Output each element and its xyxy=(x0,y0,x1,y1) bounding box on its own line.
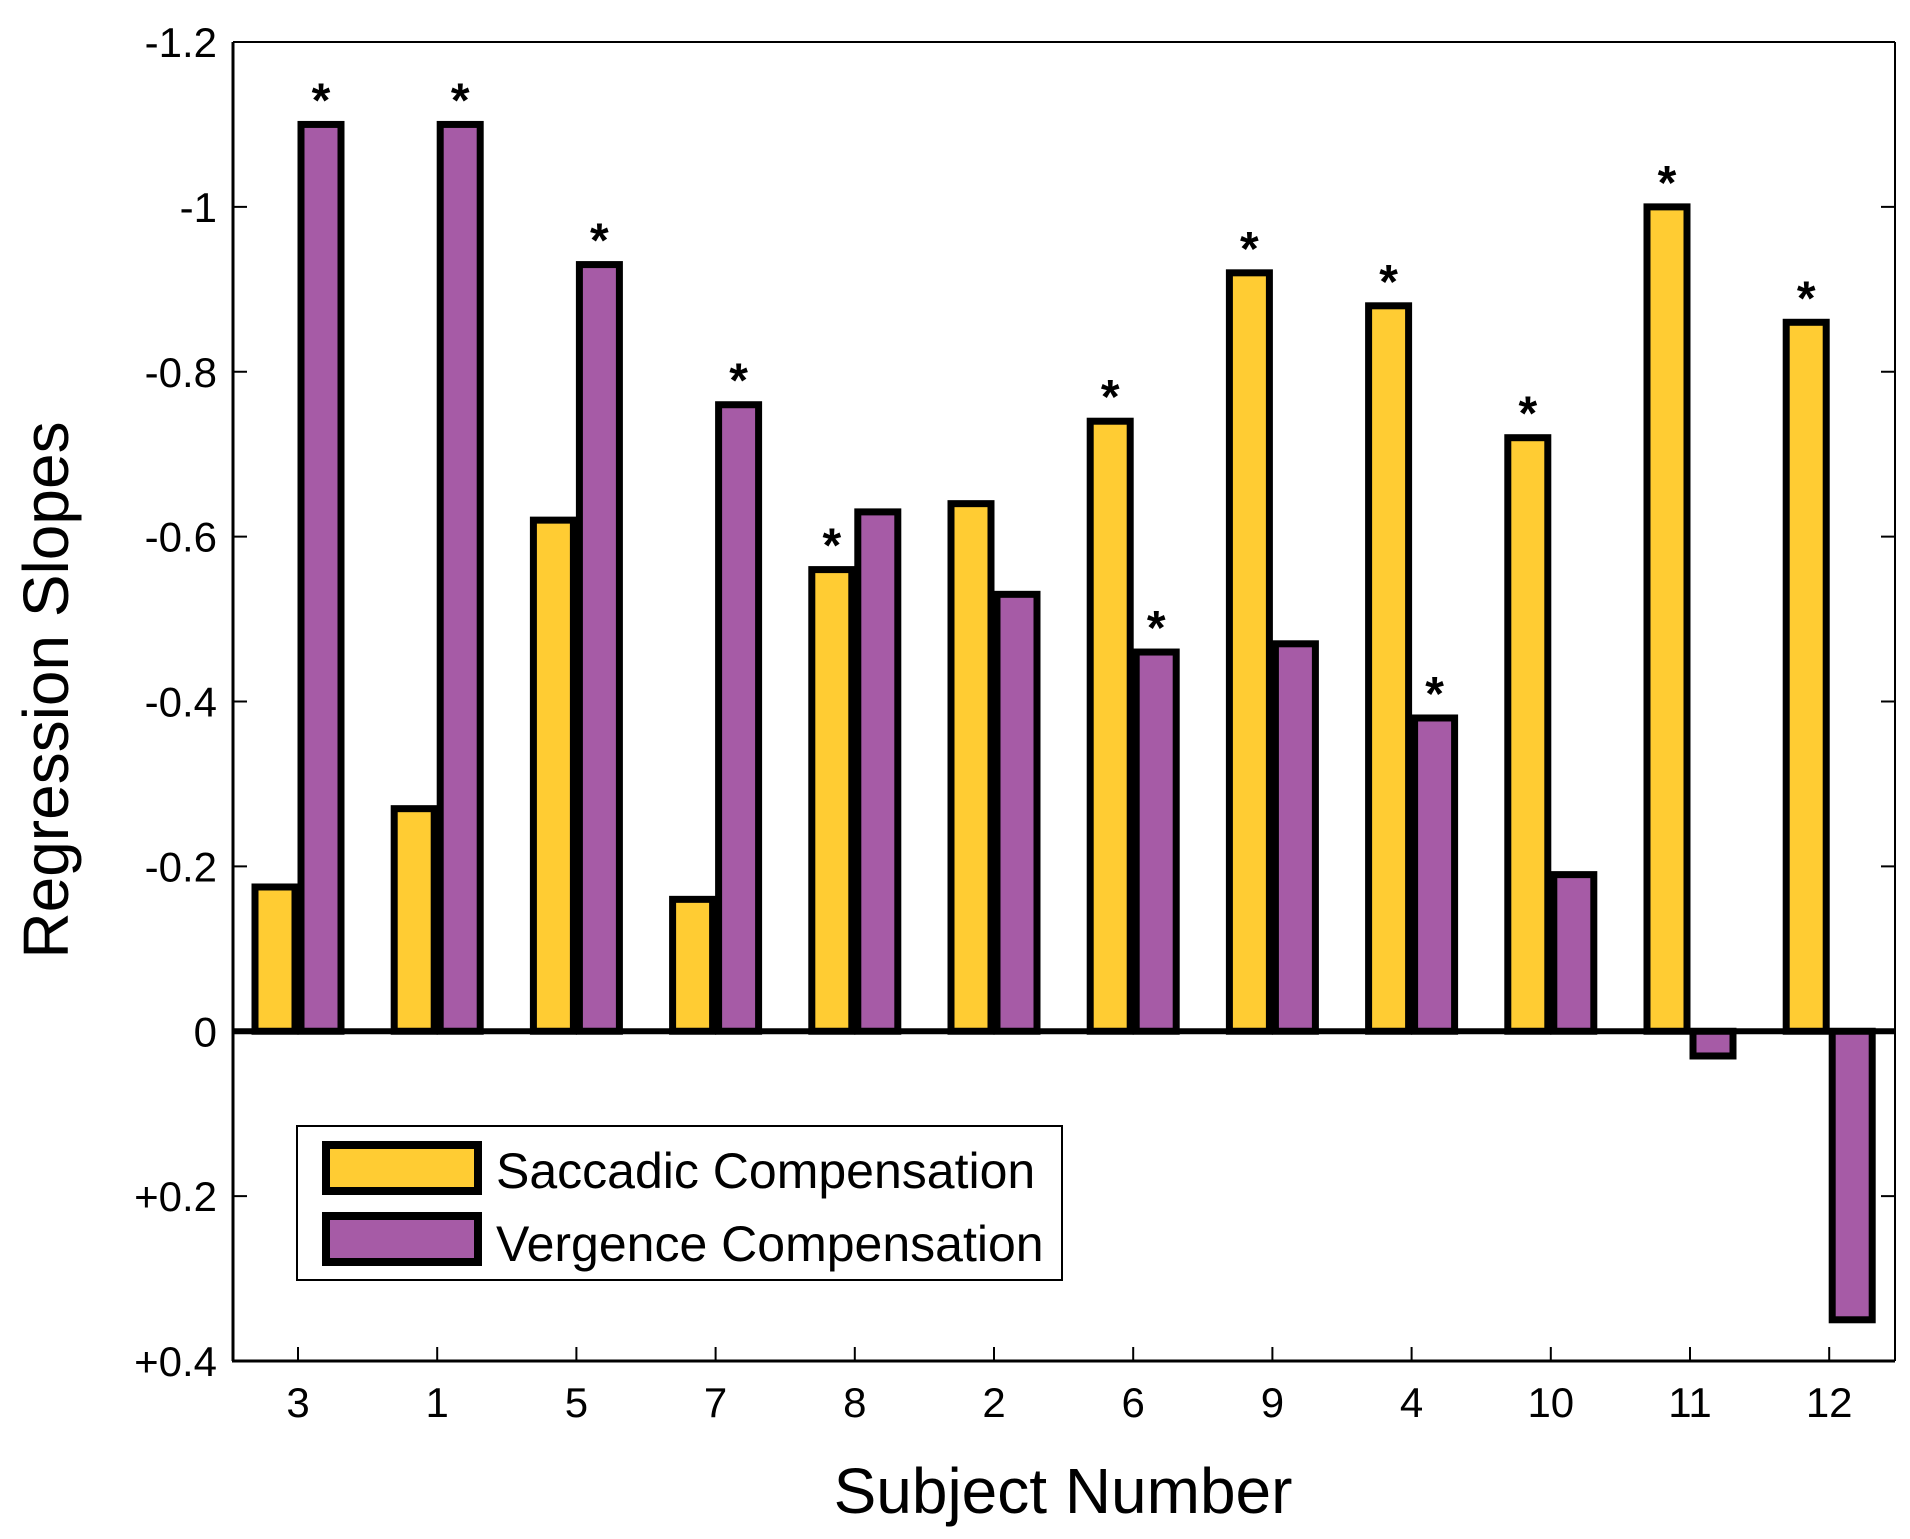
y-tick-label: -0.4 xyxy=(145,679,217,726)
significance-marker: * xyxy=(1518,388,1537,441)
significance-marker: * xyxy=(1379,256,1398,309)
vergence-bar-6 xyxy=(1132,648,1180,1035)
saccadic-bar-8 xyxy=(808,566,856,1035)
significance-marker: * xyxy=(451,74,470,127)
saccadic-bar-10 xyxy=(1504,434,1552,1035)
significance-marker: * xyxy=(1147,602,1166,655)
y-tick-label: -0.8 xyxy=(145,349,217,396)
significance-marker: * xyxy=(822,520,841,573)
vergence-bar-9 xyxy=(1271,640,1319,1035)
x-tick-label: 10 xyxy=(1527,1379,1574,1426)
saccadic-bar-3 xyxy=(251,883,299,1035)
x-tick-label: 6 xyxy=(1122,1379,1145,1426)
x-tick-label: 11 xyxy=(1668,1379,1712,1426)
significance-marker: * xyxy=(1425,668,1444,721)
y-tick-label: 0 xyxy=(194,1008,217,1055)
x-tick-label: 3 xyxy=(286,1379,309,1426)
x-tick-label: 9 xyxy=(1261,1379,1284,1426)
significance-marker: * xyxy=(1797,272,1816,325)
x-tick-label: 5 xyxy=(565,1379,588,1426)
x-tick-label: 2 xyxy=(982,1379,1005,1426)
saccadic-bar-5 xyxy=(529,516,577,1035)
y-tick-label: -0.2 xyxy=(145,843,217,890)
saccadic-bar-4 xyxy=(1365,302,1413,1035)
significance-marker: * xyxy=(1101,371,1120,424)
y-tick-label: +0.4 xyxy=(134,1338,217,1385)
x-tick-label: 1 xyxy=(426,1379,449,1426)
vergence-bar-12 xyxy=(1828,1027,1876,1324)
y-tick-label: +0.2 xyxy=(134,1173,217,1220)
saccadic-bar-12 xyxy=(1782,318,1830,1035)
legend-label-saccadic: Saccadic Compensation xyxy=(496,1143,1035,1199)
vergence-bar-5 xyxy=(575,261,623,1035)
vergence-bar-10 xyxy=(1550,871,1598,1035)
significance-markers: * * * * * * * * * * * * * xyxy=(312,74,1816,721)
saccadic-bar-11 xyxy=(1643,203,1691,1035)
y-tick-label: -1 xyxy=(180,184,217,231)
significance-marker: * xyxy=(1240,223,1259,276)
saccadic-bar-6 xyxy=(1086,417,1134,1035)
y-axis-title: Regression Slopes xyxy=(10,421,82,958)
x-axis: 3 1 5 7 8 2 6 9 4 10 11 12 xyxy=(286,1347,1853,1426)
significance-marker: * xyxy=(729,355,748,408)
vergence-bar-4 xyxy=(1411,714,1459,1035)
vergence-bar-3 xyxy=(297,120,345,1035)
x-tick-label: 4 xyxy=(1400,1379,1423,1426)
significance-marker: * xyxy=(590,215,609,268)
vergence-bar-2 xyxy=(993,590,1041,1035)
x-tick-label: 7 xyxy=(704,1379,727,1426)
vergence-bar-7 xyxy=(715,401,763,1035)
saccadic-bar-7 xyxy=(669,895,717,1035)
legend-swatch-saccadic xyxy=(322,1141,482,1195)
x-tick-label: 12 xyxy=(1806,1379,1853,1426)
y-axis: -1.2 -1 -0.8 -0.6 -0.4 -0.2 0 +0.2 +0.4 xyxy=(134,19,1895,1385)
saccadic-bar-2 xyxy=(947,500,995,1035)
bars xyxy=(251,120,1876,1324)
legend-swatch-vergence xyxy=(322,1212,482,1266)
y-tick-label: -1.2 xyxy=(145,19,217,66)
legend-label-vergence: Vergence Compensation xyxy=(496,1216,1044,1272)
x-tick-label: 8 xyxy=(843,1379,866,1426)
saccadic-bar-1 xyxy=(390,805,438,1035)
vergence-bar-1 xyxy=(436,120,484,1035)
significance-marker: * xyxy=(1658,157,1677,210)
legend: Saccadic Compensation Vergence Compensat… xyxy=(296,1125,1063,1281)
saccadic-bar-9 xyxy=(1225,269,1273,1035)
x-axis-title: Subject Number xyxy=(834,1455,1293,1527)
y-tick-label: -0.6 xyxy=(145,514,217,561)
significance-marker: * xyxy=(312,74,331,127)
vergence-bar-8 xyxy=(854,508,902,1035)
vergence-bar-11 xyxy=(1689,1027,1737,1060)
